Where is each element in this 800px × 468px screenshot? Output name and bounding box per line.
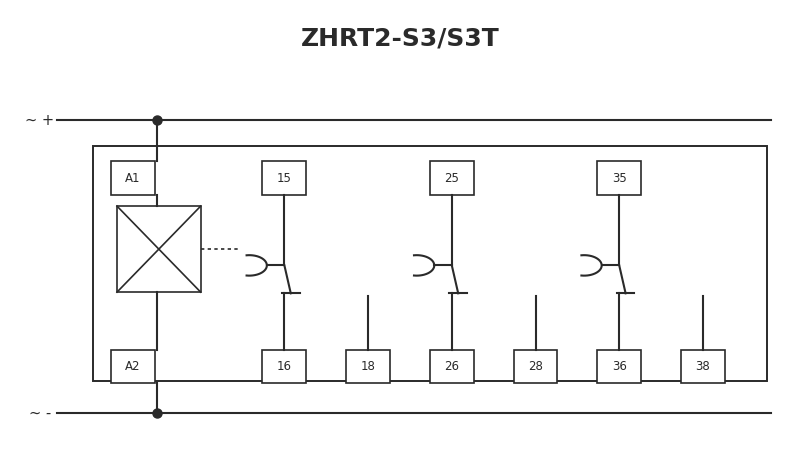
Text: A2: A2 bbox=[125, 360, 141, 373]
Bar bbox=[111, 350, 155, 383]
Bar bbox=[93, 146, 766, 380]
Bar bbox=[598, 161, 641, 195]
Bar bbox=[430, 350, 474, 383]
Text: 15: 15 bbox=[277, 172, 292, 185]
Text: A1: A1 bbox=[125, 172, 141, 185]
Text: ZHRT2-S3/S3T: ZHRT2-S3/S3T bbox=[301, 27, 499, 51]
Bar bbox=[514, 350, 558, 383]
Text: 16: 16 bbox=[277, 360, 292, 373]
Text: 36: 36 bbox=[612, 360, 626, 373]
Text: 25: 25 bbox=[444, 172, 459, 185]
Text: 35: 35 bbox=[612, 172, 626, 185]
Text: 18: 18 bbox=[361, 360, 375, 373]
Bar bbox=[262, 350, 306, 383]
Bar bbox=[111, 161, 155, 195]
Bar bbox=[430, 161, 474, 195]
Text: 26: 26 bbox=[444, 360, 459, 373]
Bar bbox=[262, 161, 306, 195]
Text: ~ -: ~ - bbox=[29, 406, 50, 421]
Text: 28: 28 bbox=[528, 360, 543, 373]
Text: 38: 38 bbox=[695, 360, 710, 373]
Bar bbox=[346, 350, 390, 383]
Bar bbox=[598, 350, 641, 383]
Text: ~ +: ~ + bbox=[25, 112, 54, 127]
Bar bbox=[681, 350, 725, 383]
Bar bbox=[117, 206, 201, 292]
